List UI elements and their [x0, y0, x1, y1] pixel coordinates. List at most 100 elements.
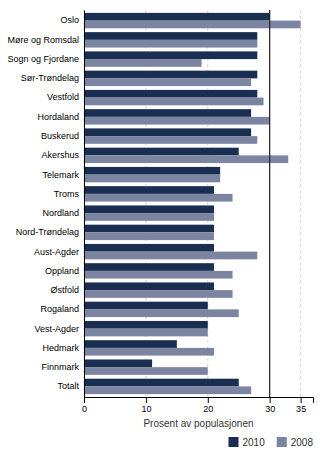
y-tick: Aust-Agder	[34, 247, 79, 257]
bar	[84, 186, 214, 194]
bar	[84, 78, 251, 86]
x-axis-line	[85, 398, 314, 404]
bar	[84, 282, 214, 290]
bar	[84, 290, 233, 298]
series	[84, 13, 270, 387]
legend-swatch	[277, 437, 287, 447]
grid-line	[300, 10, 301, 397]
plot: 010203035OsloMøre og RomsdalSogn og Fjor…	[7, 10, 313, 448]
bar	[84, 321, 208, 329]
y-tick: Troms	[54, 189, 80, 199]
y-tick-label: Akershus	[41, 150, 79, 160]
y-tick: Nordland	[42, 208, 79, 218]
y-tick-label: Rogaland	[40, 304, 79, 314]
y-tick-label: Sogn og Fjordane	[7, 54, 79, 64]
bar	[84, 13, 270, 21]
y-tick: Rogaland	[40, 304, 79, 314]
chart: 010203035OsloMøre og RomsdalSogn og Fjor…	[0, 0, 327, 455]
y-tick-label: Totalt	[57, 381, 79, 391]
bar	[84, 194, 233, 202]
y-tick: Vestfold	[47, 92, 79, 102]
legend: 2010 2008	[229, 437, 314, 448]
bar	[84, 244, 214, 252]
bar	[84, 148, 239, 156]
bar	[84, 232, 214, 240]
bar	[84, 117, 270, 125]
bar	[84, 367, 208, 375]
grid-line	[145, 10, 146, 397]
x-tick: 0	[82, 397, 87, 414]
y-tick: Østfold	[50, 285, 79, 295]
legend-label: 2008	[291, 437, 314, 448]
bar	[84, 59, 202, 67]
y-tick-label: Hedmark	[42, 343, 79, 353]
y-tick-label: Buskerud	[41, 131, 79, 141]
y-tick: Sogn og Fjordane	[7, 54, 79, 64]
legend-item: 2010	[229, 437, 266, 448]
x-tick-mark	[301, 397, 302, 403]
x-tick-mark	[146, 397, 147, 403]
y-tick-label: Østfold	[50, 285, 79, 295]
bar	[84, 213, 214, 221]
y-tick-label: Vest-Agder	[34, 324, 79, 334]
x-tick-label: 20	[203, 404, 213, 414]
bar	[84, 359, 152, 367]
bar	[84, 109, 251, 117]
bar	[84, 128, 251, 136]
bar	[84, 386, 251, 394]
y-tick-label: Aust-Agder	[34, 247, 79, 257]
legend-label: 2010	[243, 437, 266, 448]
x-tick: 35	[296, 397, 306, 414]
bar	[84, 21, 301, 29]
y-tick: Oslo	[60, 15, 79, 25]
y-tick: Hedmark	[42, 343, 79, 353]
bar	[84, 271, 233, 279]
y-tick: Akershus	[41, 150, 79, 160]
y-tick-label: Finnmark	[41, 362, 79, 372]
y-tick: Oppland	[45, 266, 79, 276]
x-tick-mark	[84, 397, 85, 403]
reference-line	[269, 10, 270, 397]
grid	[84, 10, 301, 397]
x-tick-mark	[270, 397, 271, 403]
y-tick-label: Oslo	[60, 15, 79, 25]
bar	[84, 175, 220, 183]
bar	[84, 379, 239, 387]
y-axis: Oslo Møre og Romsdal Sogn og Fjordane Sør-T…	[7, 11, 84, 398]
bar	[84, 205, 214, 213]
bar	[84, 32, 257, 40]
bar	[84, 348, 214, 356]
marks	[84, 10, 301, 397]
y-tick-label: Nord-Trøndelag	[16, 227, 79, 237]
y-tick: Sør-Trøndelag	[21, 73, 79, 83]
bar	[84, 98, 263, 106]
bar	[84, 309, 239, 317]
x-tick: 30	[265, 397, 275, 414]
y-tick-label: Møre og Romsdal	[7, 35, 79, 45]
bar	[84, 167, 220, 175]
y-axis-line	[84, 11, 85, 398]
y-tick-label: Hordaland	[37, 112, 79, 122]
bar	[84, 329, 208, 337]
legend-swatch	[229, 437, 239, 447]
y-tick: Nord-Trøndelag	[16, 227, 79, 237]
bar	[84, 155, 288, 163]
y-tick-label: Oppland	[45, 266, 79, 276]
grid-line	[207, 10, 208, 397]
y-tick: Telemark	[42, 169, 79, 179]
y-tick: Vest-Agder	[34, 324, 79, 334]
bar	[84, 263, 214, 271]
bar	[84, 225, 214, 233]
grid-line	[84, 10, 85, 397]
grid-line	[269, 10, 270, 397]
bar	[84, 136, 257, 144]
bar	[84, 340, 177, 348]
y-tick-label: Sør-Trøndelag	[21, 73, 79, 83]
bar	[84, 51, 257, 59]
y-tick: Hordaland	[37, 112, 79, 122]
x-axis-title: Prosent av populasjonen	[143, 418, 253, 429]
series	[84, 21, 301, 395]
bar	[84, 302, 208, 310]
y-tick-label: Nordland	[42, 208, 79, 218]
y-tick: Buskerud	[41, 131, 79, 141]
